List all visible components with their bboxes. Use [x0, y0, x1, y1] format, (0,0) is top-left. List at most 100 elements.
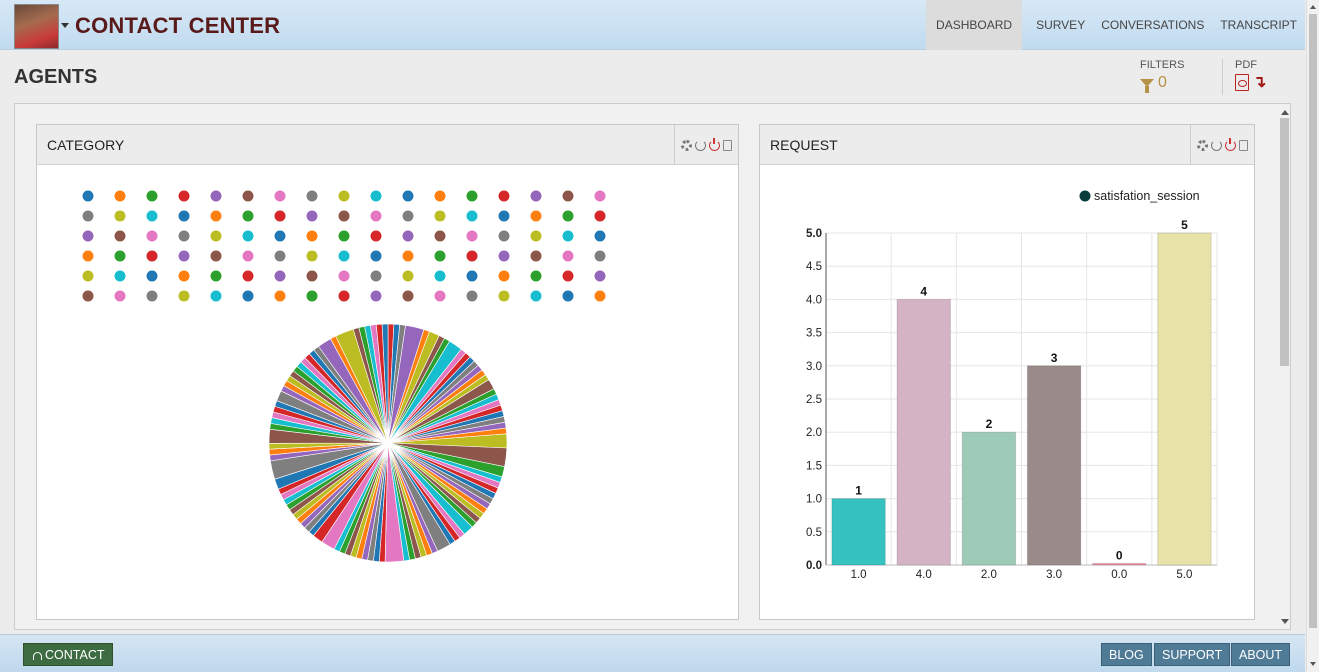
nav-transcript[interactable]: TRANSCRIPT	[1220, 18, 1297, 32]
content-scrollbar[interactable]	[1279, 104, 1290, 629]
legend-marker[interactable]	[594, 210, 606, 222]
avatar[interactable]	[14, 4, 59, 49]
legend-marker[interactable]	[594, 290, 606, 302]
legend-marker[interactable]	[402, 250, 414, 262]
support-button[interactable]: SUPPORT	[1154, 643, 1231, 666]
legend-marker[interactable]	[146, 230, 158, 242]
legend-marker[interactable]	[498, 270, 510, 282]
legend-marker[interactable]	[498, 230, 510, 242]
bar[interactable]	[831, 498, 886, 566]
legend-marker[interactable]	[242, 190, 254, 202]
legend-marker[interactable]	[210, 190, 222, 202]
legend-marker[interactable]	[210, 230, 222, 242]
bar[interactable]	[896, 298, 951, 566]
nav-conversations[interactable]: CONVERSATIONS	[1101, 18, 1205, 32]
legend-marker[interactable]	[306, 230, 318, 242]
legend-marker[interactable]	[466, 230, 478, 242]
export-pdf-icon[interactable]	[1239, 139, 1248, 151]
bar[interactable]	[1092, 563, 1147, 566]
filters-control[interactable]: FILTERS 0	[1140, 59, 1184, 93]
power-icon[interactable]	[709, 137, 720, 151]
legend-marker[interactable]	[338, 230, 350, 242]
legend-marker[interactable]	[210, 270, 222, 282]
legend-marker[interactable]	[274, 230, 286, 242]
pdf-control[interactable]: PDF ↴	[1222, 59, 1266, 95]
legend-marker[interactable]	[402, 230, 414, 242]
legend-marker[interactable]	[114, 250, 126, 262]
legend-marker[interactable]	[210, 290, 222, 302]
legend-marker[interactable]	[146, 250, 158, 262]
legend-marker[interactable]	[370, 290, 382, 302]
legend-marker[interactable]	[466, 250, 478, 262]
legend-marker[interactable]	[242, 210, 254, 222]
legend-marker[interactable]	[114, 290, 126, 302]
legend-marker[interactable]	[274, 270, 286, 282]
window-scroll-down-icon[interactable]	[1310, 662, 1316, 666]
bar[interactable]	[1026, 365, 1082, 566]
legend-marker[interactable]	[274, 250, 286, 262]
legend-marker[interactable]	[242, 250, 254, 262]
legend-marker[interactable]	[306, 250, 318, 262]
legend-marker[interactable]	[178, 210, 190, 222]
legend-marker[interactable]	[146, 290, 158, 302]
legend-marker[interactable]	[370, 250, 382, 262]
legend-marker[interactable]	[1079, 190, 1091, 202]
legend-marker[interactable]	[370, 230, 382, 242]
legend-marker[interactable]	[530, 190, 542, 202]
legend-marker[interactable]	[338, 270, 350, 282]
legend-marker[interactable]	[82, 190, 94, 202]
legend-marker[interactable]	[530, 230, 542, 242]
legend-marker[interactable]	[82, 230, 94, 242]
legend-marker[interactable]	[274, 190, 286, 202]
legend-marker[interactable]	[242, 270, 254, 282]
legend-marker[interactable]	[562, 270, 574, 282]
refresh-icon[interactable]	[1211, 139, 1222, 151]
legend-marker[interactable]	[242, 230, 254, 242]
legend-marker[interactable]	[434, 250, 446, 262]
legend-marker[interactable]	[530, 270, 542, 282]
legend-marker[interactable]	[370, 210, 382, 222]
legend-marker[interactable]	[146, 210, 158, 222]
legend-marker[interactable]	[338, 290, 350, 302]
legend-marker[interactable]	[274, 290, 286, 302]
legend-marker[interactable]	[338, 250, 350, 262]
legend-marker[interactable]	[178, 290, 190, 302]
legend-marker[interactable]	[82, 250, 94, 262]
legend-marker[interactable]	[434, 290, 446, 302]
window-scrollbar[interactable]	[1306, 0, 1319, 672]
legend-marker[interactable]	[82, 290, 94, 302]
settings-gear-icon[interactable]	[1197, 139, 1208, 151]
legend-marker[interactable]	[370, 270, 382, 282]
legend-marker[interactable]	[562, 290, 574, 302]
legend-marker[interactable]	[434, 270, 446, 282]
legend-marker[interactable]	[594, 270, 606, 282]
legend-marker[interactable]	[562, 250, 574, 262]
legend-marker[interactable]	[82, 270, 94, 282]
refresh-icon[interactable]	[695, 139, 706, 151]
legend-marker[interactable]	[402, 290, 414, 302]
legend-marker[interactable]	[306, 190, 318, 202]
scroll-down-arrow-icon[interactable]	[1281, 619, 1289, 624]
legend-marker[interactable]	[466, 190, 478, 202]
legend-marker[interactable]	[434, 210, 446, 222]
legend-marker[interactable]	[178, 190, 190, 202]
legend-marker[interactable]	[306, 290, 318, 302]
legend-marker[interactable]	[402, 270, 414, 282]
legend-marker[interactable]	[498, 250, 510, 262]
legend-marker[interactable]	[306, 270, 318, 282]
legend-marker[interactable]	[530, 210, 542, 222]
legend-marker[interactable]	[562, 230, 574, 242]
filter-icon[interactable]	[1140, 79, 1154, 93]
nav-survey[interactable]: SURVEY	[1036, 18, 1086, 32]
about-button[interactable]: ABOUT	[1231, 643, 1291, 666]
legend-marker[interactable]	[434, 230, 446, 242]
legend-marker[interactable]	[242, 290, 254, 302]
legend-marker[interactable]	[338, 210, 350, 222]
power-icon[interactable]	[1225, 137, 1236, 151]
legend-marker[interactable]	[530, 250, 542, 262]
legend-marker[interactable]	[466, 270, 478, 282]
window-scroll-thumb[interactable]	[1309, 14, 1317, 628]
legend-marker[interactable]	[114, 190, 126, 202]
legend-marker[interactable]	[178, 230, 190, 242]
legend-marker[interactable]	[210, 210, 222, 222]
